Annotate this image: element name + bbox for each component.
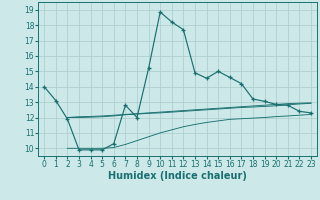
X-axis label: Humidex (Indice chaleur): Humidex (Indice chaleur) [108, 171, 247, 181]
